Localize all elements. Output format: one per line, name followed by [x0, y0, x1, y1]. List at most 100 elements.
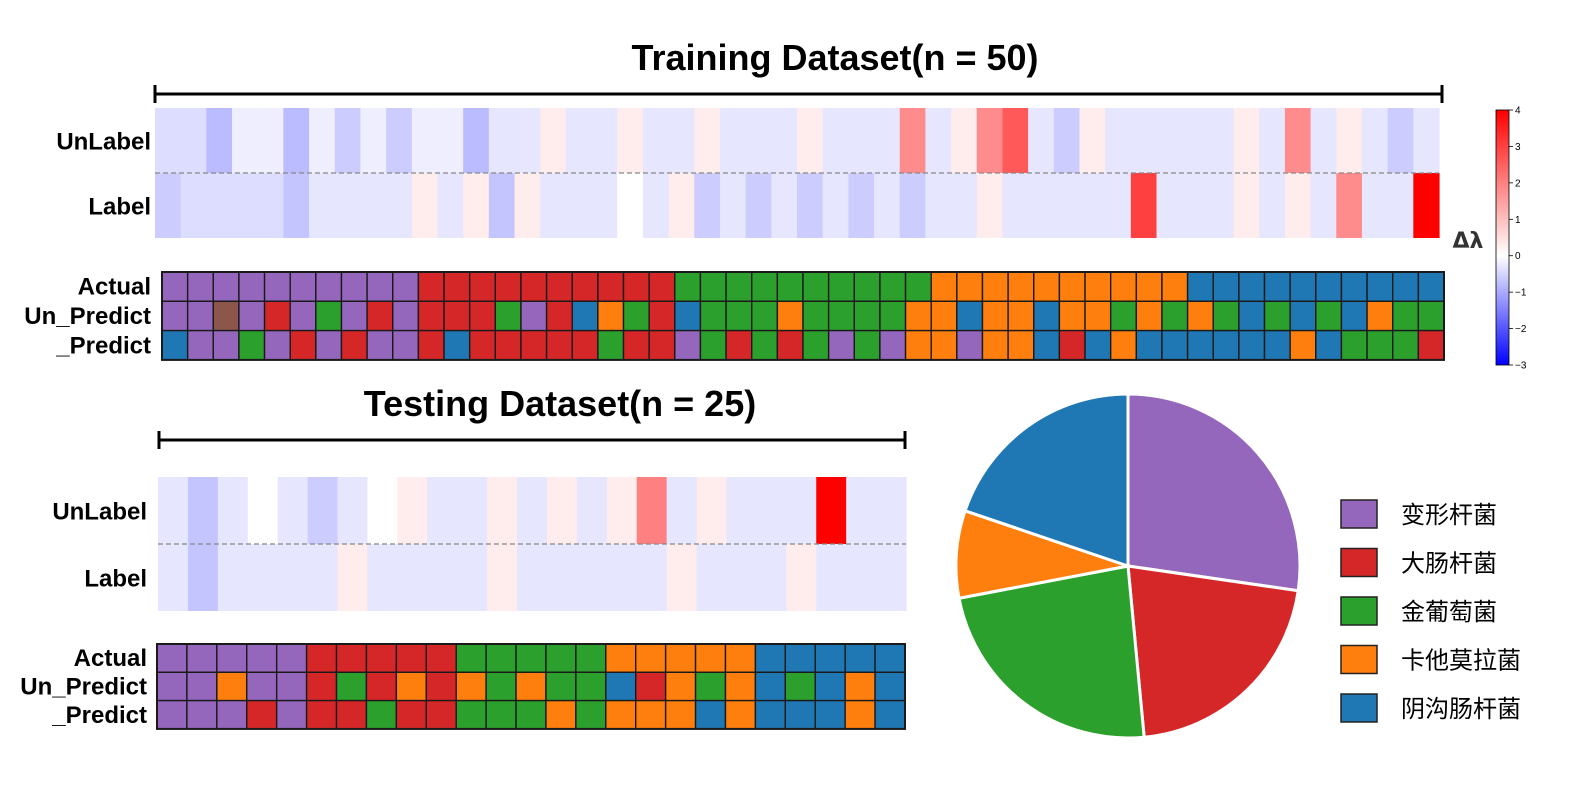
prediction-cell	[597, 300, 625, 332]
heatmap-cell	[517, 477, 548, 544]
prediction-cell	[904, 300, 932, 332]
prediction-cell	[238, 329, 266, 361]
heatmap-cell	[309, 173, 336, 238]
prediction-cell	[335, 671, 368, 702]
prediction-cell	[238, 300, 266, 332]
legend-swatch	[1340, 547, 1378, 578]
prediction-cell	[186, 643, 218, 673]
prediction-cell	[1392, 300, 1420, 332]
heatmap-cell	[217, 477, 249, 544]
heatmap-cell	[283, 173, 310, 238]
heatmap-cell	[180, 108, 207, 173]
colorbar-tick-label: −3	[1515, 361, 1527, 372]
prediction-cell	[186, 329, 214, 361]
prediction-cell	[340, 329, 368, 361]
prediction-cell	[494, 329, 522, 361]
prediction-cell	[754, 671, 787, 702]
prediction-cell	[1084, 300, 1112, 332]
prediction-cell	[784, 643, 816, 673]
testing-heatmap-row-labels: UnLabel Label	[52, 499, 147, 593]
prediction-cell	[751, 329, 779, 361]
heatmap-cell	[540, 108, 567, 173]
colorbar-tick-label: 0	[1515, 251, 1521, 262]
prediction-cell	[156, 643, 188, 673]
prediction-cell	[575, 671, 607, 702]
prediction-cell	[853, 271, 881, 302]
heatmap-cell	[668, 108, 695, 173]
prediction-cell	[1058, 329, 1086, 361]
prediction-cell	[930, 300, 958, 332]
heatmap-cell	[1413, 108, 1440, 173]
grid-row-label: Un_Predict	[24, 303, 151, 330]
heatmap-cell	[606, 477, 638, 544]
heatmap-cell	[797, 173, 824, 238]
heatmap-cell	[1156, 173, 1183, 238]
prediction-cell	[879, 300, 907, 332]
heatmap-cell	[876, 544, 907, 611]
pie-slice	[954, 508, 1134, 600]
heatmap-cell	[180, 173, 207, 238]
prediction-cell	[1033, 271, 1061, 302]
prediction-cell	[1263, 329, 1291, 361]
prediction-cell	[1161, 300, 1189, 332]
grid-row-label: Actual	[74, 645, 147, 672]
pie-slice	[1126, 392, 1302, 593]
prediction-cell	[874, 699, 906, 730]
prediction-cell	[315, 271, 343, 302]
heatmap-row-label: UnLabel	[52, 499, 147, 526]
prediction-cell	[212, 271, 240, 302]
heatmap-cell	[771, 173, 798, 238]
pie-slice	[1126, 564, 1300, 739]
heatmap-cell	[1259, 173, 1286, 238]
prediction-cell	[1392, 271, 1420, 302]
prediction-cell	[340, 300, 368, 332]
prediction-cell	[664, 643, 697, 673]
legend-label: 变形杆菌	[1401, 501, 1497, 529]
prediction-cell	[1315, 329, 1343, 361]
prediction-cell	[417, 300, 445, 332]
heatmap-cell	[636, 544, 668, 611]
prediction-cell	[545, 329, 573, 361]
heatmap-cell	[666, 477, 698, 544]
heatmap-cell	[457, 477, 488, 544]
prediction-cell	[485, 671, 517, 702]
heatmap-cell	[1336, 173, 1363, 238]
prediction-cell	[1212, 271, 1240, 302]
prediction-cell	[263, 329, 291, 361]
prediction-cell	[751, 271, 779, 302]
prediction-cell	[1417, 271, 1445, 302]
heatmap-cell	[726, 477, 757, 544]
heatmap-cell	[642, 173, 670, 238]
prediction-cell	[725, 271, 753, 302]
heatmap-cell	[976, 108, 1004, 173]
prediction-cell	[340, 271, 368, 302]
prediction-cell	[605, 671, 637, 702]
prediction-cell	[956, 329, 984, 361]
heatmap-cell	[155, 108, 182, 173]
prediction-cell	[699, 271, 727, 302]
prediction-cell	[635, 699, 667, 730]
heatmap-cell	[488, 173, 516, 238]
prediction-cell	[622, 271, 650, 302]
heatmap-cell	[386, 108, 413, 173]
heatmap-cell	[1130, 173, 1158, 238]
prediction-cell	[776, 300, 804, 332]
prediction-cell	[814, 671, 846, 702]
heatmap-cell	[1207, 108, 1235, 173]
prediction-cell	[1186, 300, 1214, 332]
heatmap-cell	[540, 173, 567, 238]
prediction-cell	[776, 329, 804, 361]
heatmap-cell	[756, 477, 787, 544]
prediction-cell	[212, 329, 240, 361]
prediction-cell	[1212, 300, 1240, 332]
prediction-cell	[1161, 271, 1189, 302]
prediction-cell	[315, 329, 343, 361]
prediction-cell	[930, 271, 958, 302]
heatmap-cell	[694, 173, 721, 238]
class-distribution-pie	[954, 392, 1302, 740]
heatmap-cell	[846, 544, 877, 611]
prediction-cell	[1417, 329, 1445, 361]
heatmap-cell	[334, 173, 362, 238]
